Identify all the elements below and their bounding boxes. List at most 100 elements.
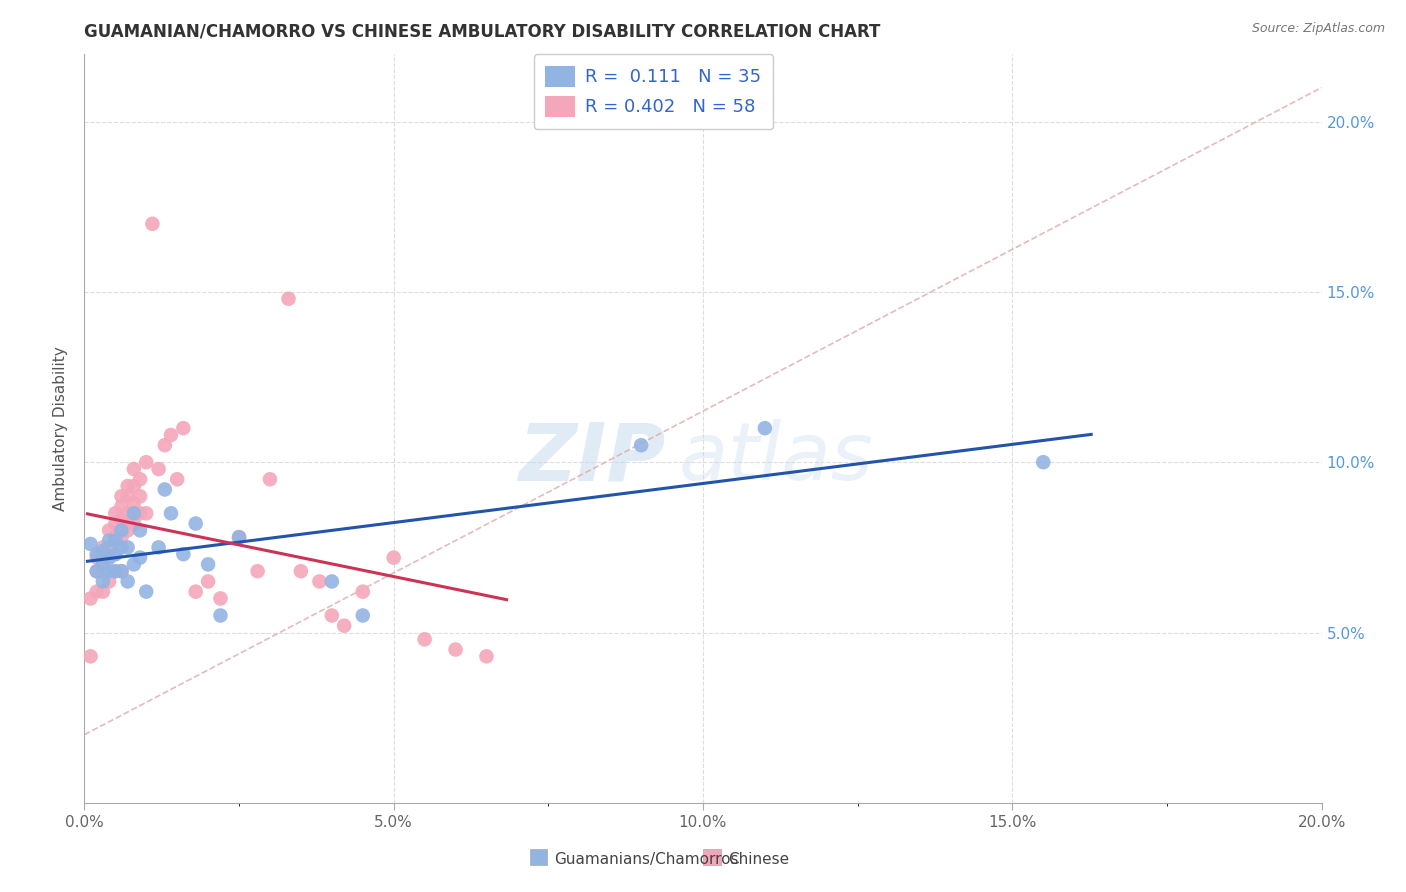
Point — [104, 564, 127, 578]
Point — [129, 524, 152, 538]
Point — [197, 574, 219, 589]
Point — [382, 550, 405, 565]
Text: GUAMANIAN/CHAMORRO VS CHINESE AMBULATORY DISABILITY CORRELATION CHART: GUAMANIAN/CHAMORRO VS CHINESE AMBULATORY… — [84, 23, 880, 41]
Point — [104, 564, 127, 578]
Point — [172, 547, 194, 561]
Point — [333, 618, 356, 632]
Point — [104, 530, 127, 544]
Point — [110, 500, 132, 514]
Point — [166, 472, 188, 486]
Point — [1032, 455, 1054, 469]
Point — [160, 428, 183, 442]
Y-axis label: Ambulatory Disability: Ambulatory Disability — [53, 346, 69, 510]
Point — [86, 550, 108, 565]
Point — [98, 550, 121, 565]
Point — [110, 524, 132, 538]
Point — [98, 564, 121, 578]
Point — [141, 217, 163, 231]
Point — [91, 543, 114, 558]
Point — [122, 479, 145, 493]
Legend: R =  0.111   N = 35, R = 0.402   N = 58: R = 0.111 N = 35, R = 0.402 N = 58 — [534, 54, 773, 128]
Point — [160, 506, 183, 520]
Point — [352, 608, 374, 623]
Point — [86, 547, 108, 561]
Point — [129, 506, 152, 520]
Point — [86, 584, 108, 599]
Point — [246, 564, 269, 578]
Point — [91, 558, 114, 572]
Text: ZIP: ZIP — [519, 419, 666, 497]
Point — [104, 547, 127, 561]
Point — [79, 591, 101, 606]
Point — [148, 462, 170, 476]
Point — [754, 421, 776, 435]
Point — [110, 513, 132, 527]
Point — [122, 558, 145, 572]
Point — [91, 541, 114, 555]
Point — [129, 489, 152, 503]
Point — [135, 455, 157, 469]
Point — [135, 584, 157, 599]
Point — [86, 564, 108, 578]
Point — [228, 530, 250, 544]
Point — [110, 530, 132, 544]
Point — [104, 516, 127, 531]
Point — [79, 537, 101, 551]
Point — [630, 438, 652, 452]
Point — [117, 541, 139, 555]
Point — [259, 472, 281, 486]
Point — [110, 489, 132, 503]
Point — [110, 564, 132, 578]
Point — [475, 649, 498, 664]
Point — [184, 516, 207, 531]
Point — [104, 547, 127, 561]
Point — [110, 564, 132, 578]
Point — [98, 574, 121, 589]
Point — [122, 496, 145, 510]
Text: Chinese: Chinese — [728, 852, 789, 867]
Point — [110, 541, 132, 555]
Point — [91, 584, 114, 599]
Point — [98, 541, 121, 555]
Point — [91, 574, 114, 589]
Point — [321, 608, 343, 623]
Point — [91, 564, 114, 578]
Point — [308, 574, 330, 589]
Point — [86, 564, 108, 578]
Point — [184, 584, 207, 599]
Text: Source: ZipAtlas.com: Source: ZipAtlas.com — [1251, 22, 1385, 36]
Point — [98, 550, 121, 565]
Point — [98, 524, 121, 538]
Point — [117, 524, 139, 538]
Point — [117, 489, 139, 503]
Point — [104, 533, 127, 548]
Point — [197, 558, 219, 572]
Point — [79, 649, 101, 664]
Point — [413, 632, 436, 647]
Point — [117, 506, 139, 520]
Point — [117, 574, 139, 589]
Point — [104, 506, 127, 520]
Point — [122, 516, 145, 531]
Point — [129, 550, 152, 565]
Point — [129, 472, 152, 486]
Point — [209, 608, 232, 623]
Point — [153, 483, 176, 497]
Point — [444, 642, 467, 657]
Point — [228, 530, 250, 544]
Point — [172, 421, 194, 435]
Point — [117, 479, 139, 493]
Point — [122, 506, 145, 520]
Point — [290, 564, 312, 578]
Point — [122, 462, 145, 476]
Point — [135, 506, 157, 520]
Text: Guamanians/Chamorros: Guamanians/Chamorros — [554, 852, 740, 867]
Point — [321, 574, 343, 589]
Point — [352, 584, 374, 599]
Text: atlas: atlas — [678, 419, 873, 497]
Point — [91, 550, 114, 565]
Point — [148, 541, 170, 555]
Point — [209, 591, 232, 606]
Point — [153, 438, 176, 452]
Point — [277, 292, 299, 306]
